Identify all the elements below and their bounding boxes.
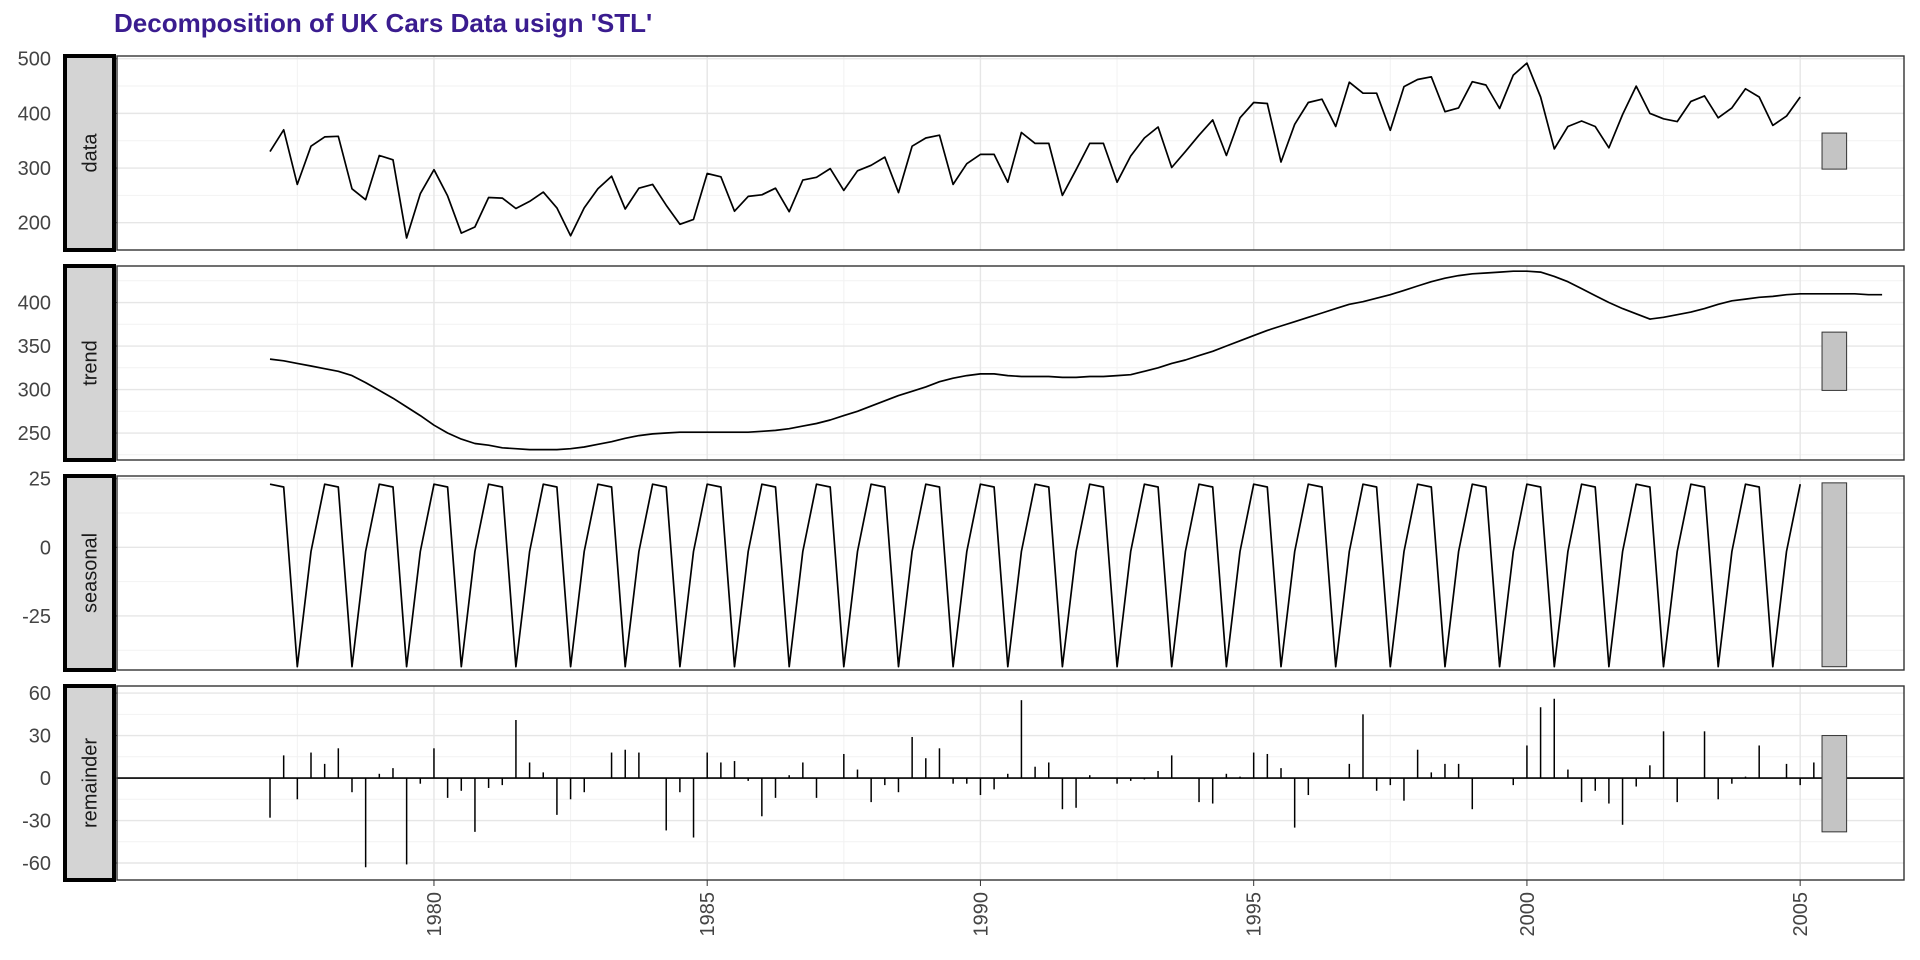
x-tick-label: 2005 — [1790, 892, 1812, 937]
y-tick-label: 300 — [18, 158, 51, 180]
x-tick-label: 1995 — [1244, 892, 1266, 937]
y-tick-label: 350 — [18, 336, 51, 358]
scale-bar — [1821, 132, 1848, 170]
x-tick-label: 2000 — [1517, 892, 1539, 937]
x-tick-label: 1985 — [697, 892, 719, 937]
y-tick-label: 30 — [29, 726, 51, 748]
panel-border — [116, 475, 1905, 671]
y-tick-label: -60 — [22, 853, 51, 875]
facet-strip-label: data — [80, 133, 102, 173]
y-tick-label: 250 — [18, 423, 51, 445]
y-tick-label: 300 — [18, 380, 51, 402]
panel-trend: 250 300 350 400 trend — [18, 264, 1905, 462]
seasonal-series-line — [269, 483, 1802, 668]
y-tick-label: 25 — [29, 469, 51, 491]
y-tick-label: 0 — [40, 768, 51, 790]
y-tick-label: -30 — [22, 811, 51, 833]
panel-remainder: 60 30 0 -30 -60 remainder — [22, 683, 1905, 882]
facet-strip — [63, 474, 116, 672]
y-tick-label: 200 — [18, 213, 51, 235]
facet-strip — [63, 684, 116, 882]
facet-strip-label: seasonal — [80, 533, 102, 613]
facet-strip — [63, 54, 116, 252]
trend-series-line — [269, 270, 1883, 451]
scale-bar — [1821, 331, 1848, 391]
facet-strip — [63, 264, 116, 462]
x-tick-label: 1990 — [970, 892, 992, 937]
facet-strip-label: remainder — [80, 738, 102, 828]
x-tick-label: 1980 — [424, 892, 446, 937]
panel-seasonal: 25 0 -25 seasonal — [22, 469, 1905, 672]
facet-strip-label: trend — [80, 340, 102, 386]
y-tick-label: 400 — [18, 103, 51, 125]
panel-border — [116, 55, 1905, 251]
panel-border — [116, 265, 1905, 461]
y-tick-label: -25 — [22, 606, 51, 628]
y-tick-label: 60 — [29, 683, 51, 705]
y-tick-label: 400 — [18, 293, 51, 315]
chart-title: Decomposition of UK Cars Data usign 'STL… — [114, 8, 653, 38]
panel-data: 200 300 400 500 data — [18, 49, 1905, 252]
y-tick-label: 0 — [40, 537, 51, 559]
scale-bar — [1821, 482, 1848, 668]
y-tick-label: 500 — [18, 49, 51, 71]
scale-bar — [1821, 735, 1848, 833]
data-series-line — [269, 62, 1801, 239]
panel-border — [116, 685, 1905, 881]
